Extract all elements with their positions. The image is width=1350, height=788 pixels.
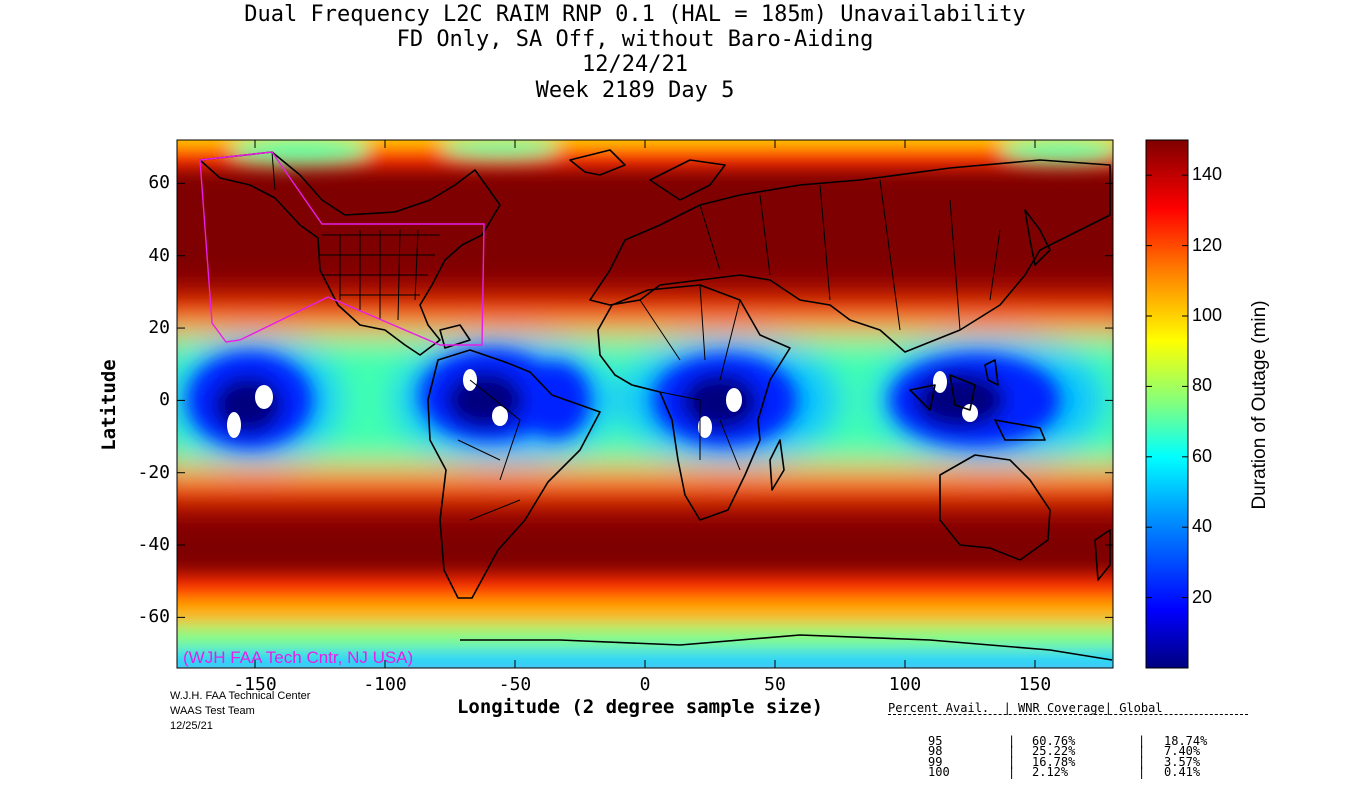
title-line-2: FD Only, SA Off, without Baro-Aiding (396, 27, 874, 52)
credit-line-1: W.J.H. FAA Technical Center (170, 690, 311, 702)
stats-global: 18.74% (1164, 733, 1208, 748)
y-tick-label: 60 (148, 172, 170, 194)
stats-divider: | (1008, 733, 1016, 748)
watermark-text: (WJH FAA Tech Cntr, NJ USA) (183, 648, 414, 667)
colorbar-tick-marks (1146, 174, 1188, 599)
colorbar-tick-label: 40 (1192, 516, 1213, 537)
colorbar (1145, 139, 1189, 669)
y-tick-label: -60 (137, 606, 170, 628)
heatmap-field (177, 140, 1113, 668)
stats-pct: 99 (928, 754, 943, 769)
y-axis-label: Latitude (98, 359, 120, 451)
stats-divider: | (1138, 765, 1146, 779)
map-figure (176, 139, 1189, 669)
coverage-stats-table: Percent Avail. | WNR Coverage| Global 95… (888, 682, 1248, 788)
stats-row: 99 | 16.78% | 3.57% (888, 754, 1248, 769)
y-tick-marks (177, 182, 1113, 618)
x-tick-label: 150 (1018, 674, 1052, 695)
stats-header: Percent Avail. | WNR Coverage| Global (888, 702, 1248, 715)
stats-row: 95 | 60.76% | 18.74% (888, 733, 1248, 748)
x-tick-marks (254, 140, 1036, 668)
title-line-3: 12/24/21 (582, 52, 688, 77)
x-tick-label: -100 (363, 674, 407, 695)
credit-line-2: WAAS Test Team (170, 705, 255, 717)
country-borders (271, 151, 1001, 521)
stats-pct: 100 (928, 765, 950, 779)
x-tick-label: -150 (233, 674, 277, 695)
x-tick-label: 100 (888, 674, 922, 695)
wnr-coverage-outline (199, 151, 485, 346)
colorbar-tick-label: 120 (1192, 234, 1223, 255)
x-axis-label: Longitude (2 degree sample size) (456, 696, 824, 718)
stats-wnr: 25.22% (1032, 744, 1076, 758)
x-tick-label: -50 (498, 674, 532, 695)
stats-wnr: 2.12% (1032, 765, 1069, 779)
stats-global: 0.41% (1164, 765, 1201, 779)
stats-divider: | (1008, 754, 1016, 769)
y-tick-label: -40 (137, 534, 170, 556)
x-tick-label: 50 (764, 674, 786, 695)
colorbar-label: Duration of Outage (min) (1249, 300, 1270, 510)
colorbar-tick-label: 60 (1192, 445, 1213, 466)
colorbar-tick-label: 100 (1192, 305, 1223, 325)
stats-wnr: 60.76% (1032, 733, 1076, 748)
y-tick-label: -20 (137, 461, 170, 483)
credit-line-3: 12/25/21 (170, 720, 213, 732)
x-tick-label: 0 (639, 674, 651, 695)
title-line-1: Dual Frequency L2C RAIM RNP 0.1 (HAL = 1… (244, 2, 1026, 27)
stats-pct: 98 (928, 744, 943, 758)
colorbar-tick-label: 20 (1192, 586, 1213, 607)
stats-wnr: 16.78% (1032, 754, 1076, 769)
title-line-4: Week 2189 Day 5 (535, 78, 735, 103)
stats-divider: | (1138, 733, 1146, 748)
coastlines (199, 149, 1113, 661)
stats-divider: | (1008, 765, 1016, 779)
colorbar-tick-label: 140 (1192, 164, 1223, 185)
stats-divider: | (1138, 754, 1146, 769)
stats-global: 3.57% (1164, 754, 1201, 769)
stats-row: 100 | 2.12% | 0.41% (888, 765, 1248, 779)
y-tick-label: 20 (148, 317, 170, 339)
stats-row: 98 | 25.22% | 7.40% (888, 744, 1248, 758)
stats-pct: 95 (928, 733, 943, 748)
y-tick-label: 0 (159, 389, 170, 411)
stats-divider: | (1138, 744, 1146, 758)
stats-global: 7.40% (1164, 744, 1201, 758)
y-tick-label: 40 (148, 244, 170, 266)
stats-divider: | (1008, 744, 1016, 758)
colorbar-tick-label: 80 (1192, 375, 1213, 396)
zero-outage-spots (227, 369, 978, 438)
